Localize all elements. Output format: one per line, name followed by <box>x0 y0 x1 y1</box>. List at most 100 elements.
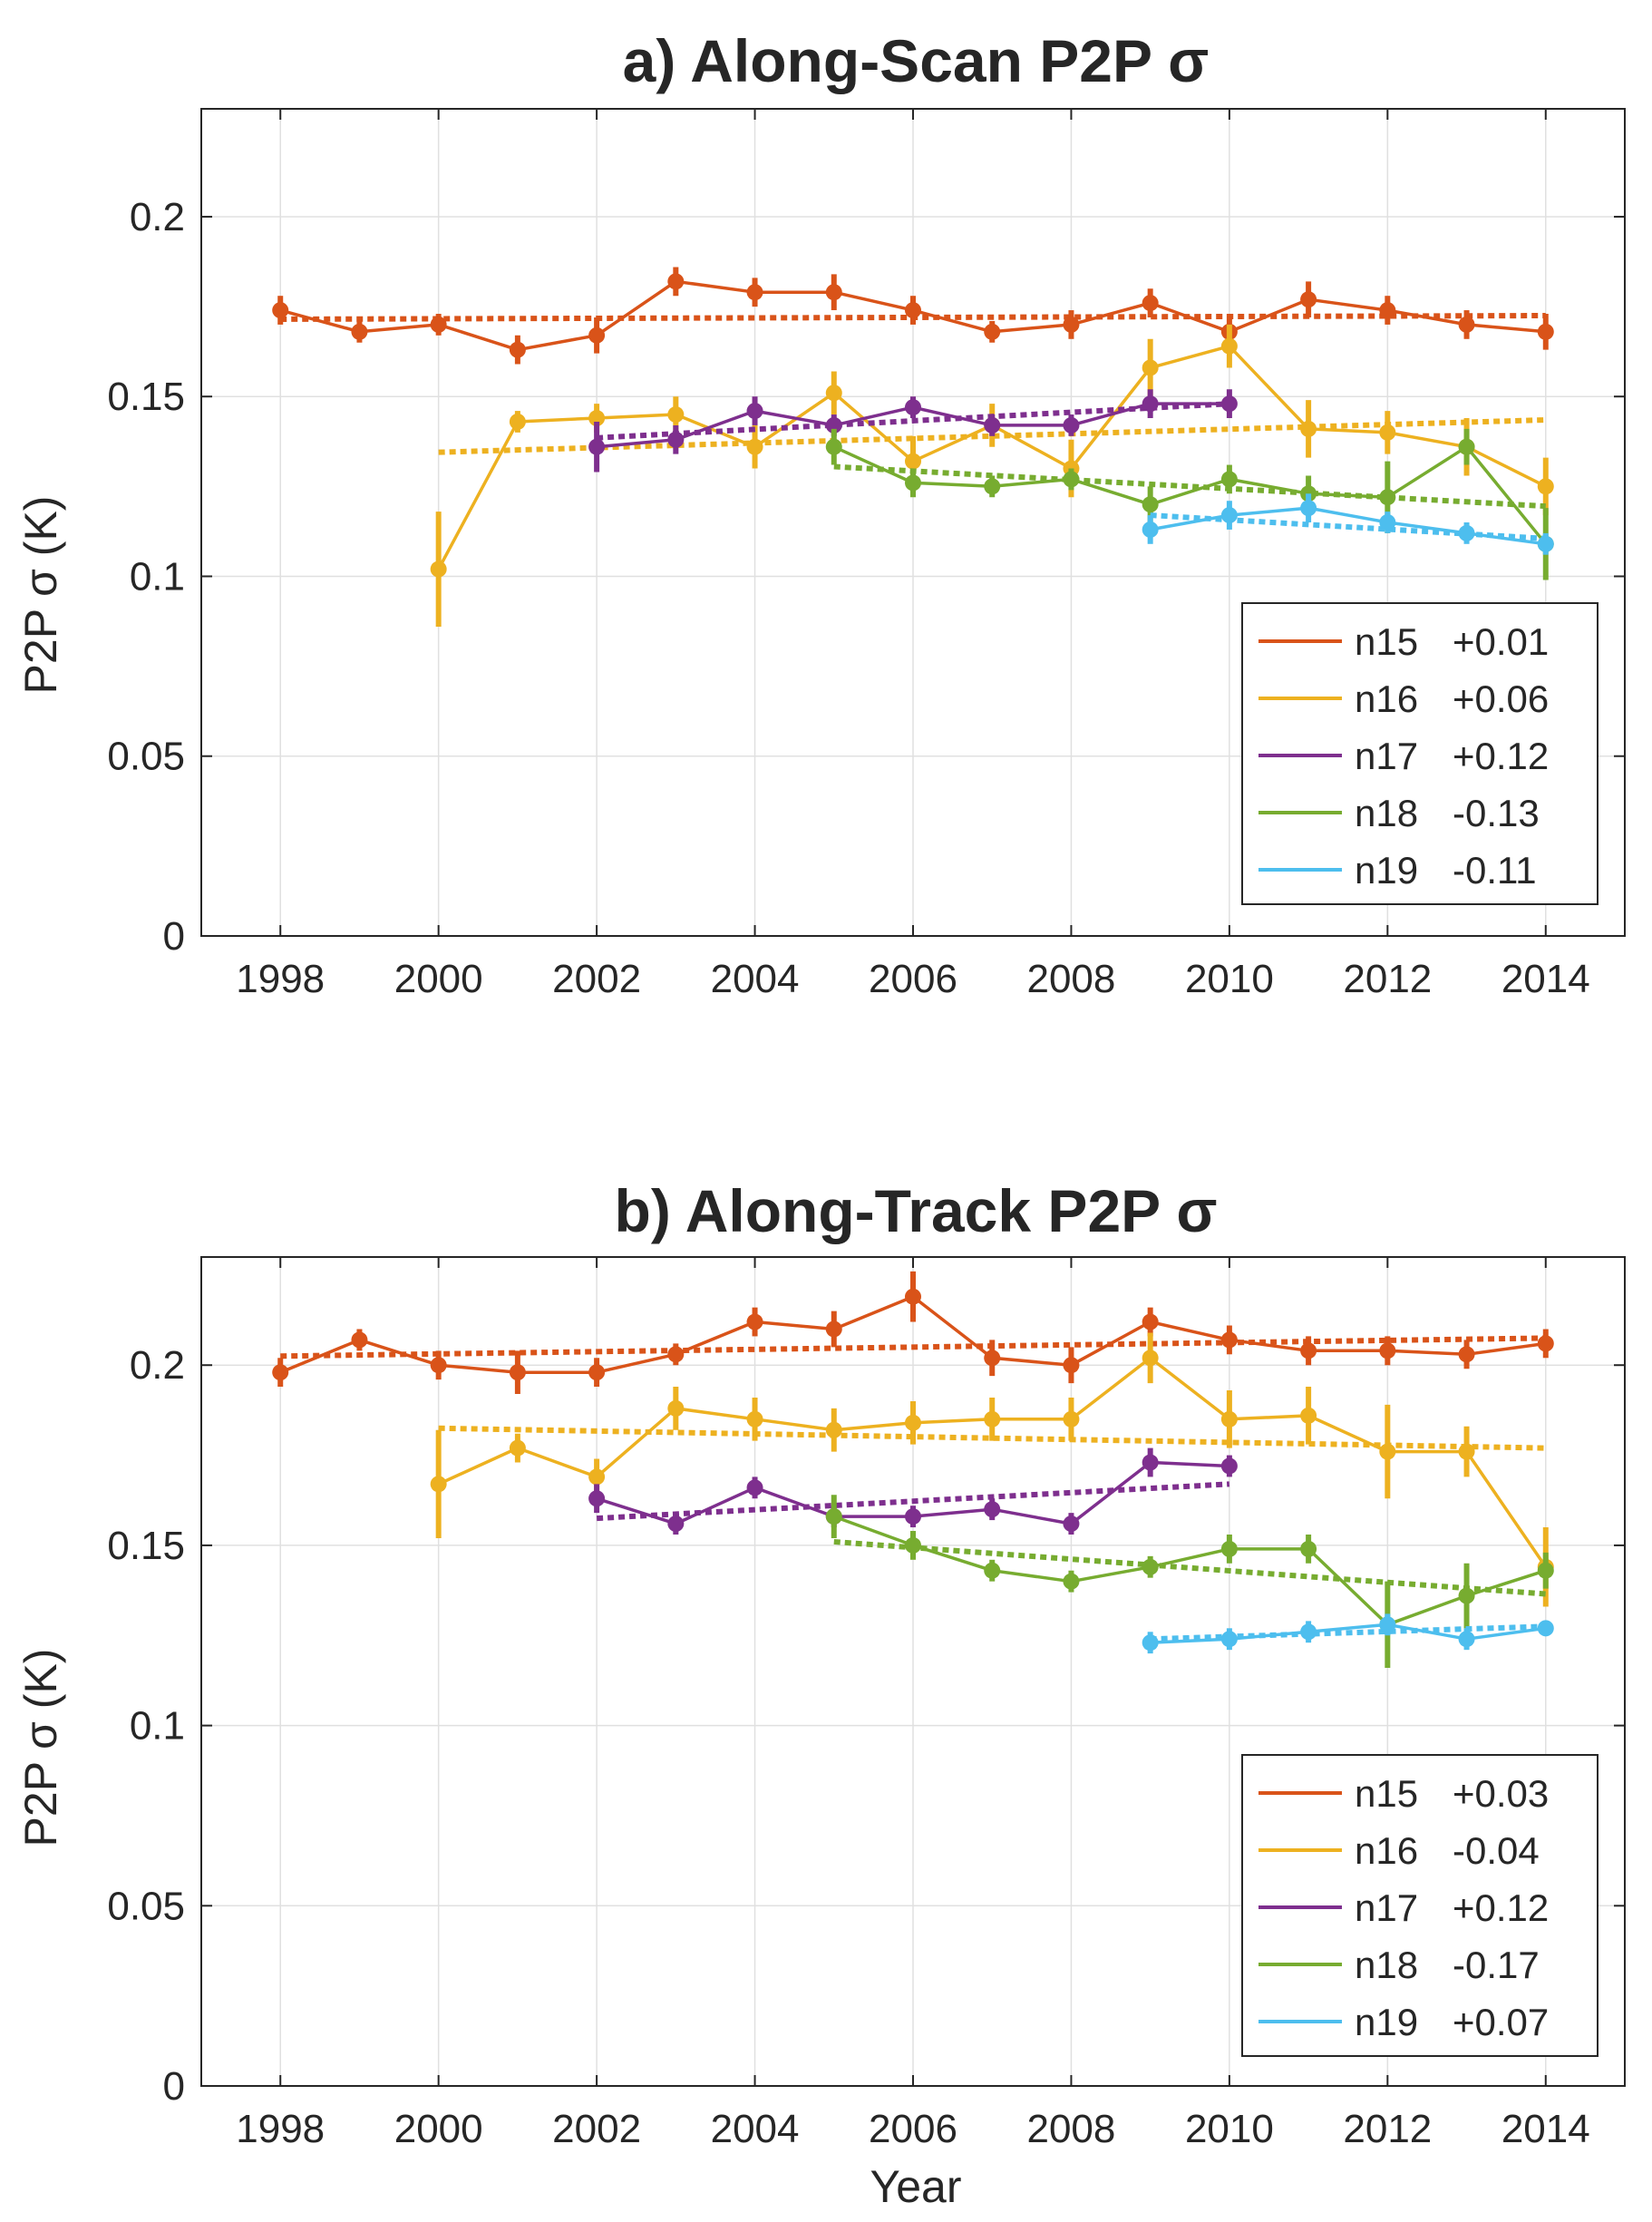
legend-label-a-n18: n18 <box>1355 792 1418 834</box>
data-point-a-n16-2006 <box>905 453 921 470</box>
data-point-a-n15-2003 <box>667 273 685 290</box>
data-point-a-n15-2011 <box>1300 291 1317 308</box>
data-point-b-n15-2013 <box>1458 1346 1475 1363</box>
trend-line-b-n15 <box>280 1335 1546 1360</box>
trend-line-b-n19 <box>1150 1623 1546 1642</box>
legend-box-b <box>1241 1754 1599 2057</box>
legend-trend-b-n19: +0.07 <box>1453 2001 1549 2043</box>
x-tick-label-a-3: 2004 <box>711 957 800 1001</box>
data-point-b-n15-2008 <box>1063 1357 1080 1374</box>
data-point-b-n15-2000 <box>430 1357 447 1374</box>
data-point-b-n15-2007 <box>984 1350 1001 1367</box>
data-point-a-n18-2013 <box>1458 438 1475 455</box>
data-point-a-n16-2000 <box>430 560 447 578</box>
legend-label-b-n19: n19 <box>1355 2001 1418 2043</box>
data-point-b-n19-2012 <box>1379 1616 1396 1633</box>
y-tick-label-b-0: 0 <box>163 2064 185 2109</box>
chart-title-b: b) Along-Track P2P σ <box>615 1177 1218 1244</box>
data-point-a-n19-2010 <box>1220 507 1238 524</box>
x-tick-label-a-5: 2008 <box>1026 957 1115 1001</box>
x-axis-label-b: Year <box>870 2161 961 2212</box>
data-point-b-n18-2010 <box>1220 1540 1238 1557</box>
data-point-a-n19-2012 <box>1379 514 1396 531</box>
data-point-b-n15-2004 <box>746 1313 763 1330</box>
data-point-a-n15-2002 <box>588 326 606 344</box>
data-point-b-n15-2011 <box>1300 1342 1317 1360</box>
data-point-b-n15-2010 <box>1220 1331 1238 1349</box>
data-point-a-n17-2005 <box>825 416 842 434</box>
data-point-b-n17-2002 <box>588 1490 606 1507</box>
series-line-b-n18 <box>833 1515 1547 1627</box>
data-point-a-n17-2002 <box>588 438 606 455</box>
data-point-a-n19-2014 <box>1537 535 1554 552</box>
data-point-b-n16-2003 <box>667 1399 685 1417</box>
legend-trend-a-n16: +0.06 <box>1453 677 1549 720</box>
x-tick-label-a-1: 2000 <box>394 957 483 1001</box>
data-point-a-n16-2012 <box>1379 424 1396 441</box>
data-point-b-n18-2013 <box>1458 1587 1475 1604</box>
x-tick-label-b-2: 2002 <box>552 2107 641 2151</box>
x-tick-label-a-2: 2002 <box>552 957 641 1001</box>
data-point-b-n15-2001 <box>509 1364 526 1381</box>
data-point-a-n18-2009 <box>1142 496 1159 513</box>
x-tick-label-b-8: 2014 <box>1501 2107 1590 2151</box>
y-tick-label-a-3: 0.15 <box>107 375 185 419</box>
data-point-a-n16-2004 <box>746 438 763 455</box>
x-tick-label-b-0: 1998 <box>236 2107 325 2151</box>
data-point-b-n16-2002 <box>588 1468 606 1486</box>
series-line-a-n19 <box>1150 506 1547 546</box>
legend-trend-b-n15: +0.03 <box>1453 1772 1549 1815</box>
x-tick-label-b-5: 2008 <box>1026 2107 1115 2151</box>
legend-trend-a-n18: -0.13 <box>1453 792 1540 834</box>
panel-a: a) Along-Scan P2P σ P2P σ (K) 1998 2000 20… <box>15 27 1626 1001</box>
data-point-a-n16-2014 <box>1537 478 1554 495</box>
legend-label-a-n17: n17 <box>1355 735 1418 777</box>
data-point-a-n15-2000 <box>430 316 447 333</box>
data-point-b-n17-2004 <box>746 1479 763 1496</box>
trend-line-b-n17 <box>596 1481 1230 1522</box>
data-point-a-n15-2004 <box>746 284 763 301</box>
series-line-a-n18 <box>833 444 1548 545</box>
legend-label-b-n16: n16 <box>1355 1829 1418 1872</box>
data-point-b-n18-2008 <box>1063 1573 1080 1590</box>
data-point-b-n17-2009 <box>1142 1454 1159 1471</box>
data-point-a-n15-2007 <box>984 323 1001 340</box>
data-point-a-n19-2013 <box>1458 524 1475 541</box>
legend-trend-a-n17: +0.12 <box>1453 735 1549 777</box>
data-point-a-n17-2010 <box>1220 395 1238 413</box>
x-tick-label-a-8: 2014 <box>1501 957 1590 1001</box>
data-point-a-n17-2003 <box>667 431 685 448</box>
data-point-b-n16-2011 <box>1300 1407 1317 1424</box>
data-point-b-n16-2006 <box>905 1414 921 1431</box>
data-point-b-n15-2014 <box>1537 1335 1554 1352</box>
data-point-b-n17-2010 <box>1220 1457 1238 1475</box>
chart-title-a: a) Along-Scan P2P σ <box>623 27 1210 94</box>
data-point-b-n19-2010 <box>1220 1631 1238 1648</box>
legend-label-a-n16: n16 <box>1355 677 1418 720</box>
data-point-b-n16-2009 <box>1142 1350 1159 1367</box>
data-point-a-n15-2001 <box>509 341 526 358</box>
data-point-a-n18-2010 <box>1220 471 1238 488</box>
y-tick-label-a-2: 0.1 <box>130 554 185 599</box>
data-point-b-n15-2003 <box>667 1346 685 1363</box>
data-point-b-n18-2009 <box>1142 1558 1159 1575</box>
x-tick-label-b-3: 2004 <box>711 2107 800 2151</box>
x-tick-label-a-7: 2012 <box>1343 957 1432 1001</box>
data-point-a-n17-2009 <box>1142 395 1159 413</box>
legend-trend-b-n17: +0.12 <box>1453 1886 1549 1929</box>
data-point-b-n18-2006 <box>905 1536 921 1554</box>
data-point-b-n16-2007 <box>984 1410 1001 1428</box>
legend-label-b-n17: n17 <box>1355 1886 1418 1929</box>
data-point-b-n17-2003 <box>667 1515 685 1533</box>
data-point-b-n15-2009 <box>1142 1313 1159 1330</box>
y-tick-label-b-2: 0.1 <box>130 1704 185 1749</box>
data-point-b-n18-2005 <box>825 1508 842 1525</box>
x-tick-label-a-0: 1998 <box>236 957 325 1001</box>
y-axis-label-a: P2P σ (K) <box>15 496 66 695</box>
y-tick-label-b-1: 0.05 <box>107 1884 185 1928</box>
data-point-a-n15-2009 <box>1142 295 1159 312</box>
data-point-a-n18-2007 <box>984 478 1001 495</box>
data-point-b-n17-2007 <box>984 1501 1001 1518</box>
data-point-a-n17-2006 <box>905 399 921 416</box>
